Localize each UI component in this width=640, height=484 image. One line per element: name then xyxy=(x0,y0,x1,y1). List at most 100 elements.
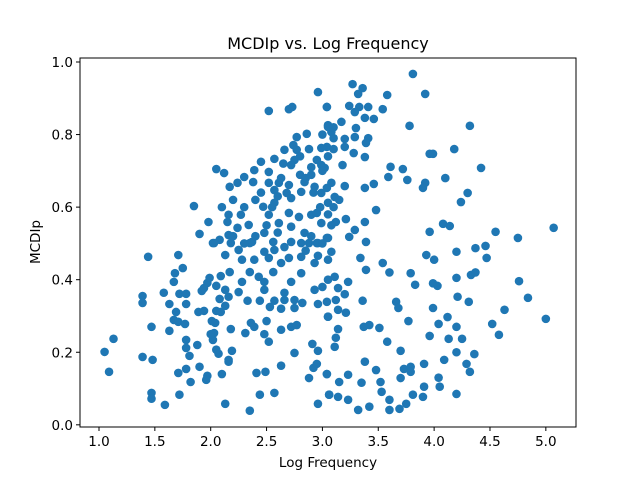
data-point xyxy=(295,152,305,161)
data-point xyxy=(148,355,157,365)
data-point xyxy=(260,277,269,287)
data-point xyxy=(220,250,230,260)
y-tick-label: 0.0 xyxy=(52,418,73,434)
data-point xyxy=(245,267,255,277)
data-point xyxy=(296,252,306,262)
data-point xyxy=(302,129,312,139)
data-point xyxy=(216,307,226,317)
data-point xyxy=(217,202,227,212)
data-point xyxy=(220,285,230,295)
data-point xyxy=(181,335,191,345)
data-point xyxy=(223,217,232,227)
data-point xyxy=(457,334,467,344)
data-point xyxy=(286,193,296,203)
data-point xyxy=(334,377,344,387)
data-point xyxy=(217,369,227,379)
data-point xyxy=(174,250,183,260)
data-point xyxy=(376,377,385,387)
data-point xyxy=(418,392,428,402)
data-point xyxy=(482,253,491,263)
data-point xyxy=(385,268,394,277)
data-point xyxy=(401,399,411,409)
data-point xyxy=(138,298,147,308)
data-point xyxy=(264,253,274,263)
data-point xyxy=(138,291,147,301)
data-point xyxy=(340,289,350,299)
data-point xyxy=(268,237,278,247)
data-point xyxy=(280,145,289,155)
data-point xyxy=(462,359,471,369)
data-point xyxy=(323,275,333,284)
data-point xyxy=(306,162,316,172)
data-point xyxy=(396,373,405,383)
data-point xyxy=(404,316,413,326)
y-tick-label: 1.0 xyxy=(52,55,73,71)
data-point xyxy=(169,277,179,287)
x-tick-label: 5.0 xyxy=(535,434,556,450)
data-point xyxy=(371,365,381,375)
data-point xyxy=(343,395,353,405)
data-point xyxy=(171,307,181,317)
data-point xyxy=(104,367,114,377)
data-point xyxy=(385,405,394,415)
x-tick-label: 4.0 xyxy=(423,434,444,450)
data-point xyxy=(290,348,299,358)
data-point xyxy=(406,367,415,377)
data-point xyxy=(251,195,260,205)
data-point xyxy=(541,314,551,324)
data-point xyxy=(243,296,252,306)
data-point xyxy=(220,301,230,311)
data-point xyxy=(408,69,418,79)
data-point xyxy=(255,390,265,400)
data-point xyxy=(330,342,340,352)
data-point xyxy=(239,172,249,182)
data-point xyxy=(233,223,242,233)
data-point xyxy=(220,399,230,409)
data-point xyxy=(476,163,486,173)
data-point xyxy=(258,202,268,212)
data-point xyxy=(313,346,323,356)
data-point xyxy=(261,367,270,377)
data-point xyxy=(425,331,434,341)
data-point xyxy=(286,237,296,247)
data-point xyxy=(361,138,371,148)
data-point xyxy=(304,373,314,383)
x-tick-label: 1.0 xyxy=(88,434,109,450)
data-point xyxy=(306,231,316,241)
data-point xyxy=(323,255,333,265)
data-point xyxy=(211,281,221,291)
data-point xyxy=(318,166,327,176)
data-point xyxy=(264,210,274,220)
data-point xyxy=(452,347,461,357)
y-axis-ticks: 0.0 0.2 0.4 0.6 0.8 1.0 xyxy=(52,55,80,434)
data-point xyxy=(361,237,371,247)
data-point xyxy=(331,333,341,343)
data-point xyxy=(340,142,350,152)
data-point xyxy=(248,177,258,187)
data-point xyxy=(316,188,326,198)
data-point xyxy=(199,306,209,316)
data-point xyxy=(143,252,153,262)
data-point xyxy=(181,343,191,353)
data-point xyxy=(350,132,360,142)
data-point xyxy=(327,247,336,257)
data-point xyxy=(395,404,404,414)
data-point xyxy=(280,242,289,252)
data-point xyxy=(264,337,274,347)
y-tick-label: 0.4 xyxy=(52,273,73,289)
data-point xyxy=(453,292,462,302)
data-point xyxy=(225,267,234,277)
x-axis-ticks: 1.0 1.5 2.0 2.5 3.0 3.5 4.0 4.5 5.0 xyxy=(88,427,557,450)
data-point xyxy=(159,288,169,298)
data-point xyxy=(433,281,442,291)
data-point xyxy=(434,319,443,329)
data-point xyxy=(296,268,306,278)
data-point xyxy=(329,202,338,212)
chart-title: MCDIp vs. Log Frequency xyxy=(227,34,429,53)
data-point xyxy=(304,238,314,248)
data-point xyxy=(348,79,357,89)
data-point xyxy=(361,265,371,275)
y-tick-label: 0.6 xyxy=(52,200,73,216)
data-point xyxy=(276,361,286,370)
data-point xyxy=(175,289,184,299)
